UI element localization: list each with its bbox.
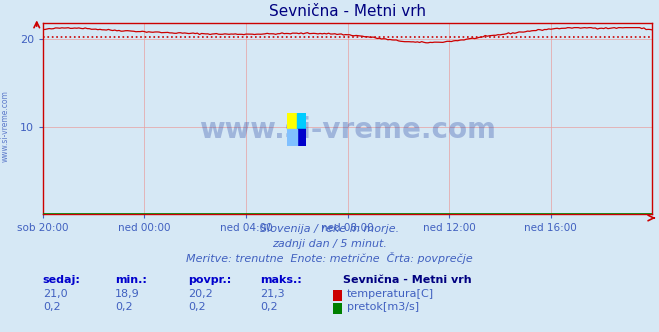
Text: 18,9: 18,9 [115,289,140,299]
Text: www.si-vreme.com: www.si-vreme.com [199,116,496,144]
Text: pretok[m3/s]: pretok[m3/s] [347,302,418,312]
Text: Slovenija / reke in morje.: Slovenija / reke in morje. [260,224,399,234]
Text: min.:: min.: [115,275,147,285]
Text: 0,2: 0,2 [115,302,133,312]
Polygon shape [297,129,306,146]
Text: 21,0: 21,0 [43,289,67,299]
Text: zadnji dan / 5 minut.: zadnji dan / 5 minut. [272,239,387,249]
Polygon shape [287,129,297,146]
Text: www.si-vreme.com: www.si-vreme.com [1,90,10,162]
Text: sedaj:: sedaj: [43,275,80,285]
Text: 0,2: 0,2 [188,302,206,312]
Polygon shape [297,113,306,129]
Text: temperatura[C]: temperatura[C] [347,289,434,299]
Text: Meritve: trenutne  Enote: metrične  Črta: povprečje: Meritve: trenutne Enote: metrične Črta: … [186,252,473,264]
Text: povpr.:: povpr.: [188,275,231,285]
Polygon shape [287,113,297,129]
Text: 0,2: 0,2 [43,302,61,312]
Text: 20,2: 20,2 [188,289,213,299]
Text: 0,2: 0,2 [260,302,278,312]
Text: 21,3: 21,3 [260,289,285,299]
Text: Sevnična - Metni vrh: Sevnična - Metni vrh [343,275,471,285]
Title: Sevnična - Metni vrh: Sevnična - Metni vrh [269,4,426,19]
Text: maks.:: maks.: [260,275,302,285]
